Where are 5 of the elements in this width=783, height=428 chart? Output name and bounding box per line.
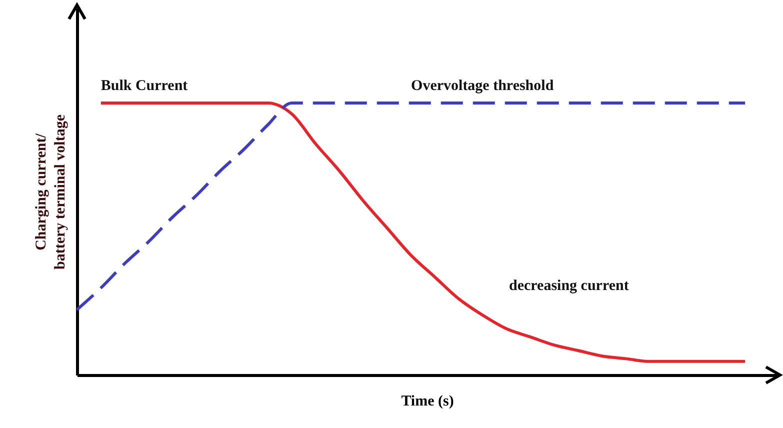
series-label: Overvoltage threshold xyxy=(411,78,554,94)
x-axis-title: Time (s) xyxy=(401,394,454,410)
y-axis-title: Charging current/ battery terminal voltage xyxy=(34,114,68,270)
series-label: Bulk Current xyxy=(100,78,188,94)
annotation: decreasing current xyxy=(509,278,629,294)
